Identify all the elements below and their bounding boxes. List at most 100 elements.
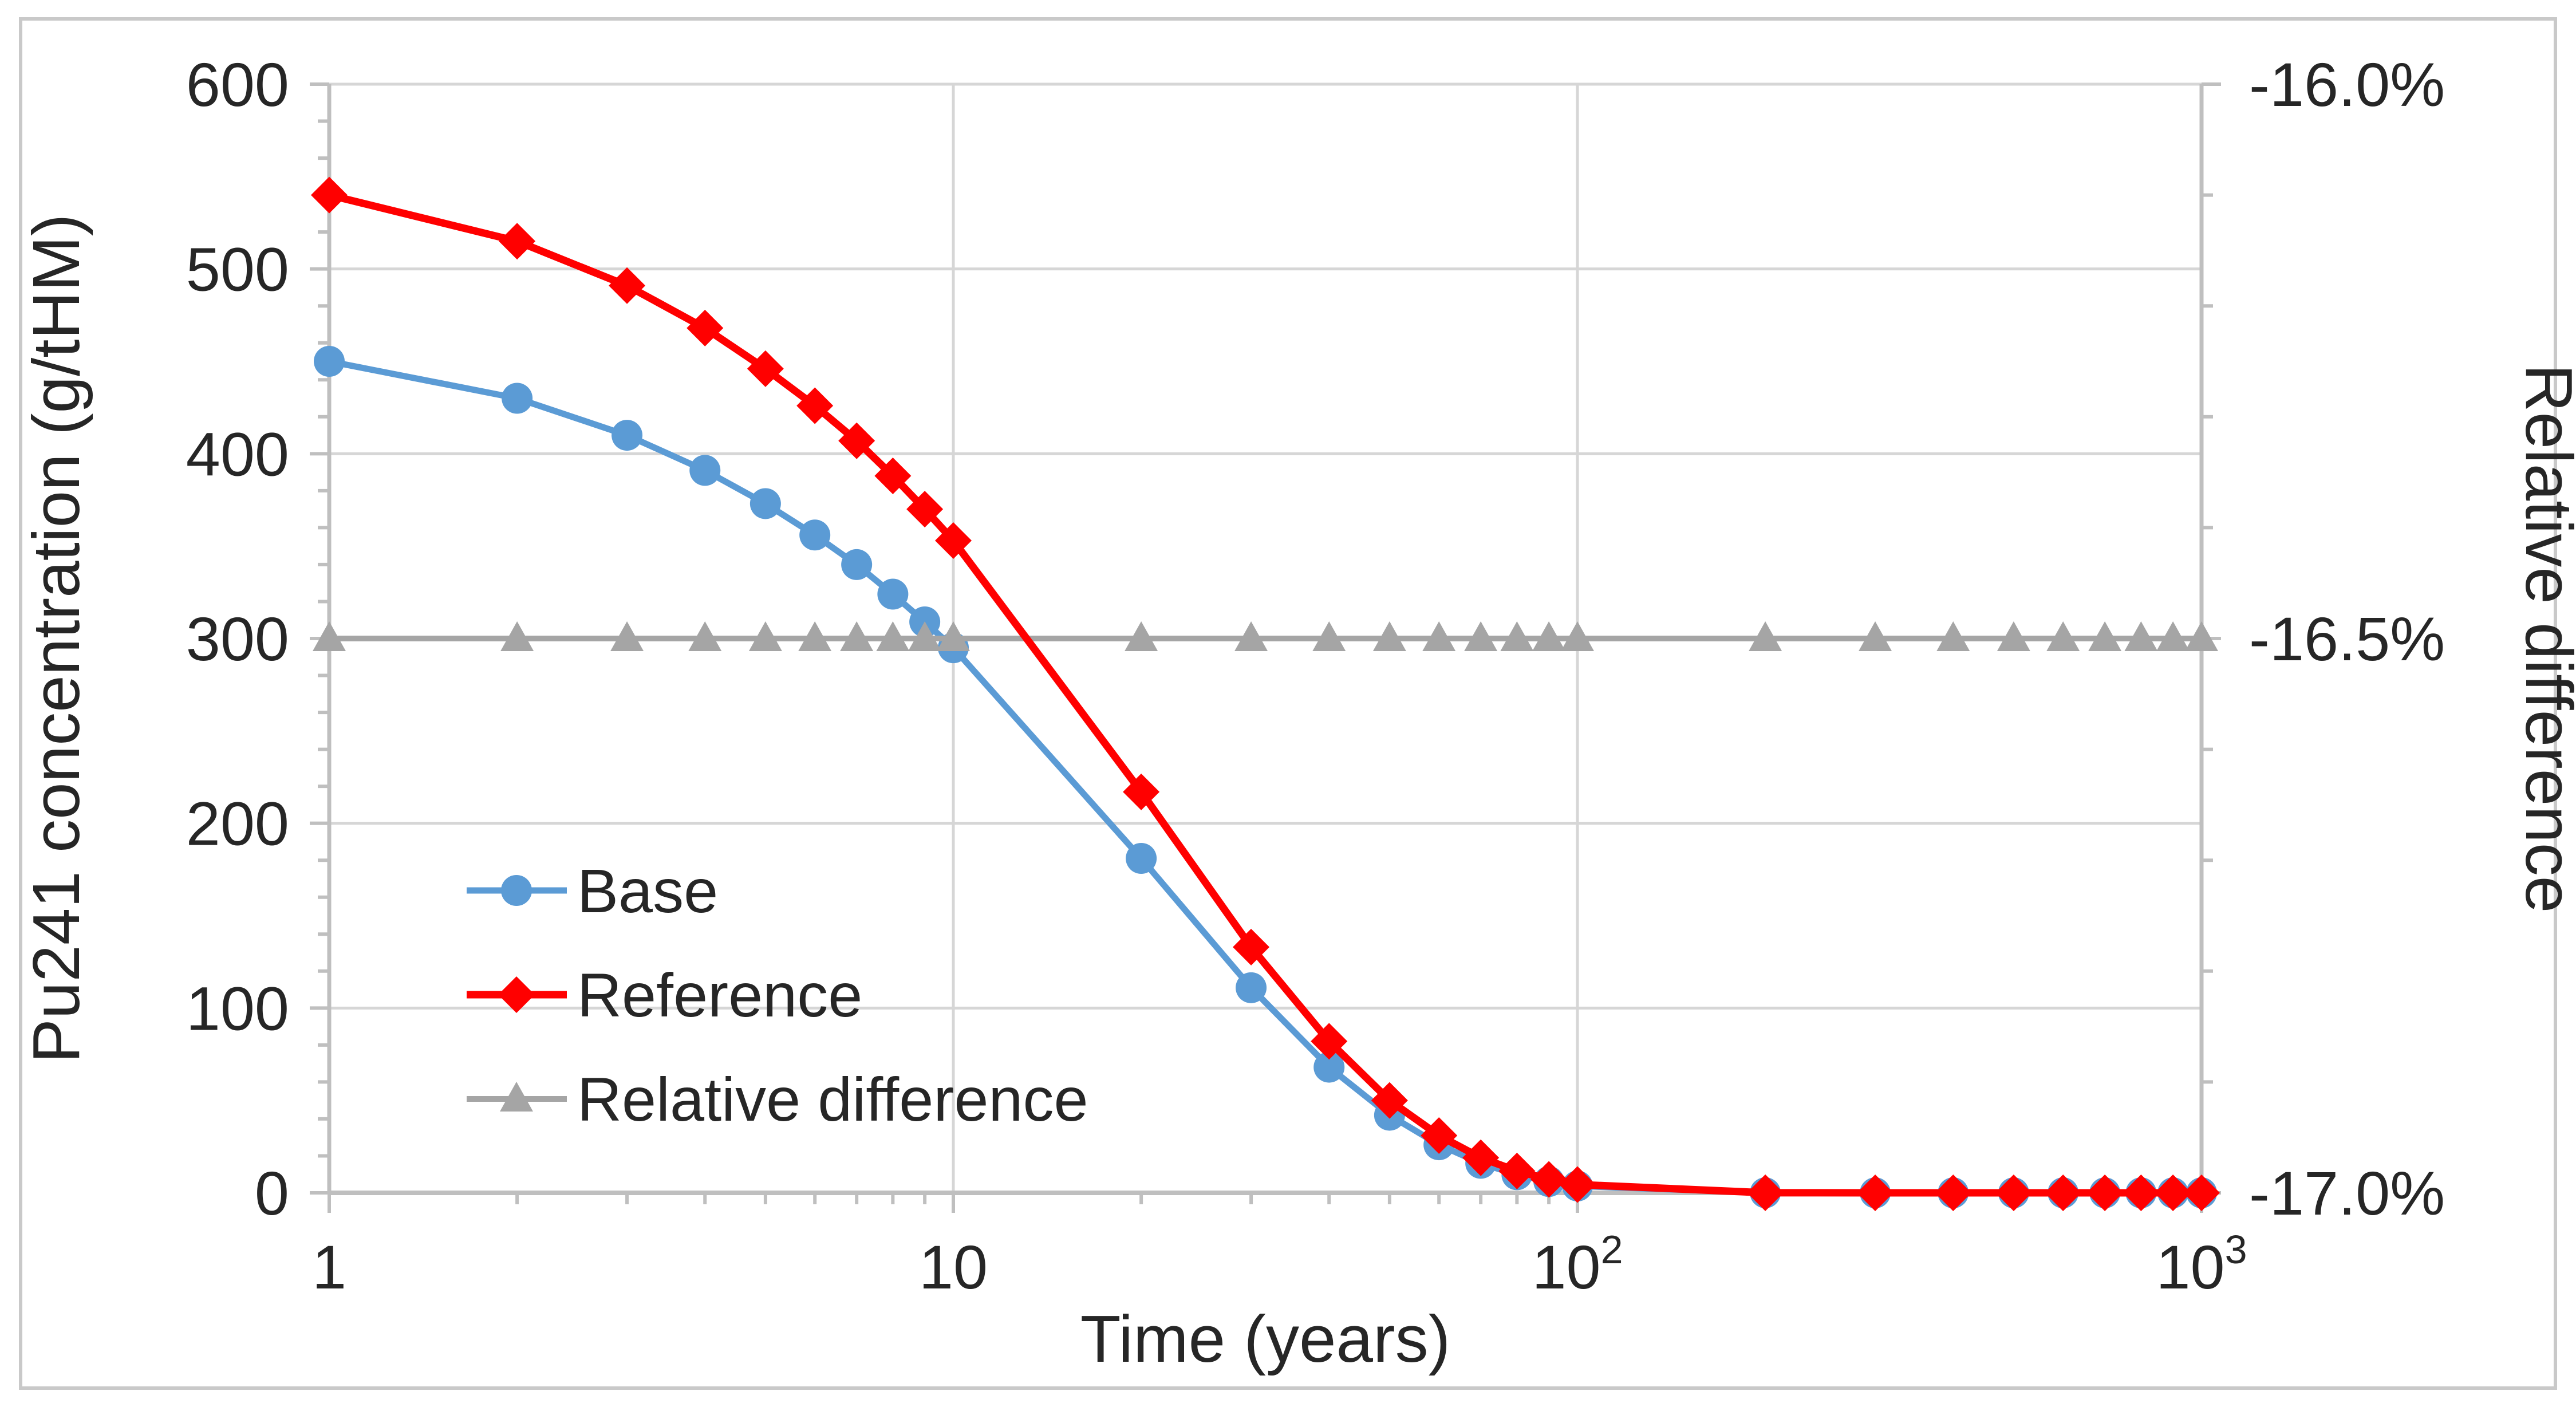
left-axis-tick-label: 500 <box>186 235 289 304</box>
data-point-marker <box>1372 621 1406 651</box>
data-point-marker <box>499 223 536 260</box>
left-axis-tick-label: 0 <box>255 1158 289 1228</box>
data-point-marker <box>1997 621 2030 651</box>
data-point-marker <box>749 488 781 519</box>
data-point-marker <box>2123 1175 2160 1211</box>
data-point-marker <box>1371 1082 1408 1119</box>
data-point-marker <box>841 549 873 580</box>
left-axis-tick-label: 300 <box>186 604 289 673</box>
data-point-marker <box>2086 1175 2124 1211</box>
data-point-marker <box>689 455 721 486</box>
legend-item-relative-difference: Relative difference <box>467 1065 1088 1134</box>
legend-item-label: Relative difference <box>577 1065 1088 1134</box>
series-reference <box>311 176 2220 1211</box>
legend-swatch-marker <box>500 1082 533 1112</box>
data-point-marker <box>1312 621 1346 651</box>
data-point-marker <box>311 176 348 214</box>
data-point-marker <box>1859 621 1892 651</box>
data-point-marker <box>1561 621 1594 651</box>
data-point-marker <box>609 267 646 304</box>
legend-swatch-marker <box>498 976 535 1013</box>
right-axis-title: Relative difference <box>2512 364 2576 913</box>
data-point-marker <box>1464 621 1498 651</box>
data-point-marker <box>1747 1174 1784 1211</box>
figure-border <box>19 17 2557 1390</box>
data-point-marker <box>313 621 346 651</box>
axis-labels: 600 500 400 300 200 100 0 -16.0% -16.5% -17.0% 1 10… <box>186 50 2445 1302</box>
data-point-marker <box>2155 1175 2192 1211</box>
data-point-marker <box>2185 621 2218 651</box>
left-axis-title: Pu241 concentration (g/tHM) <box>19 214 93 1063</box>
x-axis-tick-label: 102 <box>1532 1227 1623 1302</box>
data-point-marker <box>1532 621 1566 651</box>
data-point-marker <box>1421 1117 1458 1154</box>
data-point-marker <box>1935 1175 1972 1211</box>
data-point-marker <box>799 519 831 551</box>
data-point-marker <box>2088 621 2122 651</box>
legend-item-base: Base <box>467 856 718 925</box>
data-point-marker <box>1995 1175 2032 1211</box>
data-point-marker <box>610 621 644 651</box>
data-point-marker <box>937 621 970 651</box>
data-point-marker <box>877 578 909 610</box>
data-point-marker <box>1749 621 1782 651</box>
data-point-marker <box>1462 1139 1500 1176</box>
left-axis-tick-label: 400 <box>186 419 289 488</box>
data-point-marker <box>798 621 832 651</box>
x-axis-tick-label: 10 <box>919 1232 988 1302</box>
left-axis-tick-label: 100 <box>186 974 289 1043</box>
right-axis-tick-label: -17.0% <box>2249 1158 2445 1228</box>
data-point-marker <box>2156 621 2190 651</box>
data-point-marker <box>876 621 910 651</box>
data-point-marker <box>612 420 643 451</box>
x-axis-tick-label: 1 <box>312 1232 346 1302</box>
data-point-marker <box>748 621 782 651</box>
data-point-marker <box>1123 773 1160 810</box>
data-point-marker <box>687 309 724 346</box>
data-point-marker <box>1236 972 1267 1003</box>
legend-item-label: Base <box>577 856 718 925</box>
data-point-marker <box>840 621 874 651</box>
data-point-marker <box>1233 928 1270 965</box>
data-point-marker <box>906 491 944 528</box>
data-point-marker <box>1125 621 1158 651</box>
data-point-marker <box>502 383 533 414</box>
data-point-marker <box>1857 1175 1894 1211</box>
left-axis-tick-label: 600 <box>186 50 289 119</box>
data-point-marker <box>2045 1175 2082 1211</box>
data-point-marker <box>1498 1152 1536 1189</box>
data-point-marker <box>2046 621 2080 651</box>
right-axis-tick-label: -16.5% <box>2249 604 2445 673</box>
data-point-marker <box>935 522 972 559</box>
legend-swatch-marker <box>501 875 532 906</box>
data-point-marker <box>874 458 912 495</box>
data-point-marker <box>838 422 875 459</box>
x-axis-title: Time (years) <box>1080 1302 1451 1376</box>
left-axis-tick-label: 200 <box>186 789 289 858</box>
data-point-marker <box>1500 621 1534 651</box>
data-point-marker <box>908 621 942 651</box>
data-point-marker <box>1126 842 1157 874</box>
data-point-marker <box>1936 621 1970 651</box>
data-point-marker <box>1234 621 1268 651</box>
series-line <box>325 191 2206 1197</box>
data-point-marker <box>1530 1161 1568 1198</box>
legend: Base Reference Relative difference <box>467 856 1088 1134</box>
data-point-marker <box>2124 621 2158 651</box>
data-point-marker <box>1313 1051 1345 1083</box>
data-point-marker <box>500 621 534 651</box>
data-point-marker <box>747 350 784 387</box>
series-relative-difference <box>313 621 2218 651</box>
data-point-marker <box>1559 1166 1596 1203</box>
data-point-marker <box>314 346 345 377</box>
legend-item-label: Reference <box>577 960 862 1030</box>
x-axis-tick-label: 103 <box>2156 1227 2247 1302</box>
data-point-marker <box>2183 1175 2220 1211</box>
data-point-marker <box>1422 621 1456 651</box>
data-point-marker <box>688 621 722 651</box>
data-point-marker <box>796 387 834 424</box>
data-point-marker <box>1311 1023 1348 1060</box>
right-axis-tick-label: -16.0% <box>2249 50 2445 119</box>
